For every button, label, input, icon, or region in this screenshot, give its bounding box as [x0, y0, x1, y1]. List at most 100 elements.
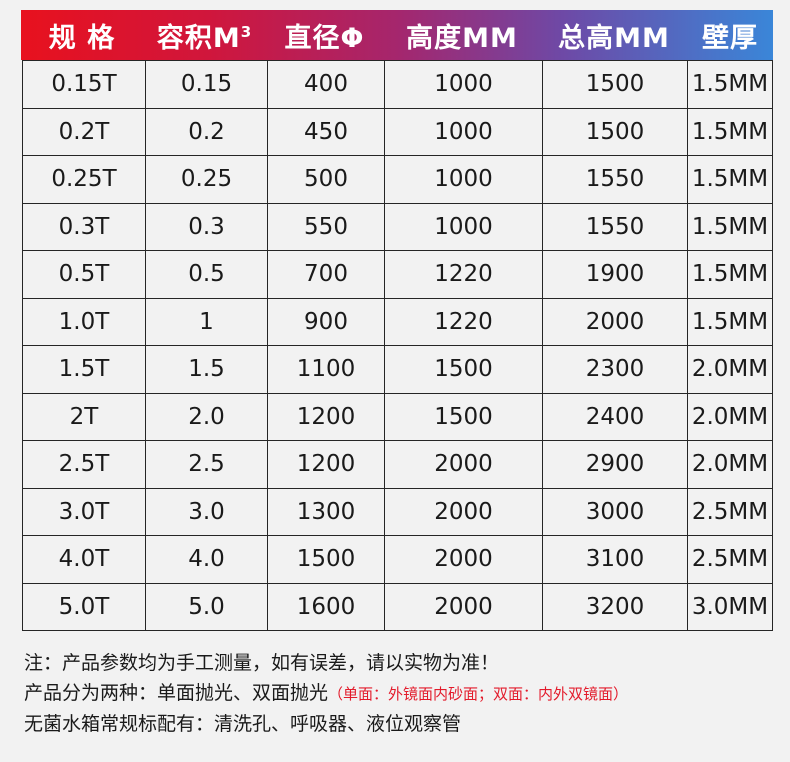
cell-wall-thickness: 2.5MM [687, 487, 773, 536]
cell-spec: 2T [22, 392, 146, 441]
note-line-2: 产品分为两种：单面抛光、双面抛光（单面：外镜面内砂面；双面：内外双镜面） [24, 678, 784, 709]
table-row: 2T 2.0 1200 1500 2400 2.0MM [22, 392, 773, 441]
table-row: 4.0T 4.0 1500 2000 3100 2.5MM [22, 535, 773, 584]
cell-diameter: 1200 [267, 392, 385, 441]
cell-wall-thickness: 1.5MM [687, 250, 773, 299]
cell-spec: 1.5T [22, 345, 146, 394]
cell-spec: 4.0T [22, 535, 146, 584]
table-row: 0.25T 0.25 500 1000 1550 1.5MM [22, 155, 773, 204]
cell-spec: 3.0T [22, 487, 146, 536]
cell-spec: 1.0T [22, 297, 146, 346]
cell-spec: 2.5T [22, 440, 146, 489]
cell-total-height: 3200 [542, 582, 688, 631]
note-line-1: 注：产品参数均为手工测量，如有误差，请以实物为准！ [24, 652, 500, 674]
cell-volume: 0.2 [145, 107, 268, 156]
cell-volume: 3.0 [145, 487, 268, 536]
cell-total-height: 2000 [542, 297, 688, 346]
table-row: 0.3T 0.3 550 1000 1550 1.5MM [22, 202, 773, 251]
cell-wall-thickness: 1.5MM [687, 60, 773, 109]
header-height: 高度MM [406, 22, 518, 54]
cell-diameter: 1600 [267, 582, 385, 631]
spec-table: 0.15T 0.15 400 1000 1500 1.5MM 0.2T 0.2 450 1000 1… [22, 60, 773, 631]
cell-height: 2000 [384, 440, 543, 489]
cell-total-height: 3000 [542, 487, 688, 536]
cell-diameter: 400 [267, 60, 385, 109]
cell-wall-thickness: 1.5MM [687, 202, 773, 251]
cell-spec: 0.3T [22, 202, 146, 251]
cell-diameter: 700 [267, 250, 385, 299]
cell-total-height: 1900 [542, 250, 688, 299]
cell-height: 1500 [384, 392, 543, 441]
cell-total-height: 3100 [542, 535, 688, 584]
cell-volume: 0.5 [145, 250, 268, 299]
cell-total-height: 2400 [542, 392, 688, 441]
table-row: 0.2T 0.2 450 1000 1500 1.5MM [22, 107, 773, 156]
cell-height: 2000 [384, 535, 543, 584]
header-wall-thickness: 壁厚 [702, 22, 758, 54]
cell-diameter: 1200 [267, 440, 385, 489]
cell-height: 1000 [384, 155, 543, 204]
cell-spec: 0.2T [22, 107, 146, 156]
cell-volume: 0.25 [145, 155, 268, 204]
cell-spec: 5.0T [22, 582, 146, 631]
cell-wall-thickness: 1.5MM [687, 107, 773, 156]
header-volume-label: 容积M [156, 22, 241, 54]
cell-volume: 4.0 [145, 535, 268, 584]
cell-total-height: 1550 [542, 155, 688, 204]
header-volume: 容积M3 [143, 16, 266, 55]
cell-height: 1000 [384, 60, 543, 109]
table-row: 2.5T 2.5 1200 2000 2900 2.0MM [22, 440, 773, 489]
table-row: 0.15T 0.15 400 1000 1500 1.5MM [22, 60, 773, 109]
cell-wall-thickness: 2.0MM [687, 345, 773, 394]
cell-volume: 2.0 [145, 392, 268, 441]
cell-height: 1500 [384, 345, 543, 394]
note-line-3: 无菌水箱常规标配有：清洗孔、呼吸器、液位观察管 [24, 713, 462, 735]
cell-diameter: 500 [267, 155, 385, 204]
cell-spec: 0.25T [22, 155, 146, 204]
cell-diameter: 1300 [267, 487, 385, 536]
note-line-2-text: 产品分为两种：单面抛光、双面抛光 [24, 682, 329, 704]
cell-diameter: 1500 [267, 535, 385, 584]
cell-wall-thickness: 1.5MM [687, 155, 773, 204]
header-spec: 规 格 [48, 22, 116, 54]
header-total-height: 总高MM [558, 22, 670, 54]
cell-volume: 2.5 [145, 440, 268, 489]
cell-diameter: 900 [267, 297, 385, 346]
cell-volume: 5.0 [145, 582, 268, 631]
cell-height: 2000 [384, 582, 543, 631]
table-row: 5.0T 5.0 1600 2000 3200 3.0MM [22, 582, 773, 631]
notes: 注：产品参数均为手工测量，如有误差，请以实物为准！ 产品分为两种：单面抛光、双面… [24, 648, 784, 739]
cell-diameter: 450 [267, 107, 385, 156]
cell-spec: 0.15T [22, 60, 146, 109]
cell-diameter: 550 [267, 202, 385, 251]
cell-height: 1220 [384, 297, 543, 346]
cell-total-height: 1500 [542, 60, 688, 109]
cell-height: 1000 [384, 202, 543, 251]
cell-wall-thickness: 2.5MM [687, 535, 773, 584]
cell-height: 2000 [384, 487, 543, 536]
cell-wall-thickness: 1.5MM [687, 297, 773, 346]
cell-total-height: 2900 [542, 440, 688, 489]
cell-height: 1000 [384, 107, 543, 156]
cell-volume: 1.5 [145, 345, 268, 394]
cell-diameter: 1100 [267, 345, 385, 394]
table-row: 3.0T 3.0 1300 2000 3000 2.5MM [22, 487, 773, 536]
cell-total-height: 1550 [542, 202, 688, 251]
cell-wall-thickness: 2.0MM [687, 440, 773, 489]
table-row: 0.5T 0.5 700 1220 1900 1.5MM [22, 250, 773, 299]
cell-height: 1220 [384, 250, 543, 299]
table-row: 1.0T 1 900 1220 2000 1.5MM [22, 297, 773, 346]
cell-volume: 1 [145, 297, 268, 346]
cell-total-height: 2300 [542, 345, 688, 394]
header-volume-sup: 3 [240, 22, 253, 41]
table-header: 规 格 容积M3 直径Φ 高度MM 总高MM 壁厚 [21, 10, 773, 60]
header-diameter: 直径Φ [284, 22, 365, 54]
cell-volume: 0.3 [145, 202, 268, 251]
cell-total-height: 1500 [542, 107, 688, 156]
cell-spec: 0.5T [22, 250, 146, 299]
table-row: 1.5T 1.5 1100 1500 2300 2.0MM [22, 345, 773, 394]
cell-volume: 0.15 [145, 60, 268, 109]
cell-wall-thickness: 3.0MM [687, 582, 773, 631]
note-line-2-detail: （单面：外镜面内砂面；双面：内外双镜面） [328, 685, 629, 703]
cell-wall-thickness: 2.0MM [687, 392, 773, 441]
